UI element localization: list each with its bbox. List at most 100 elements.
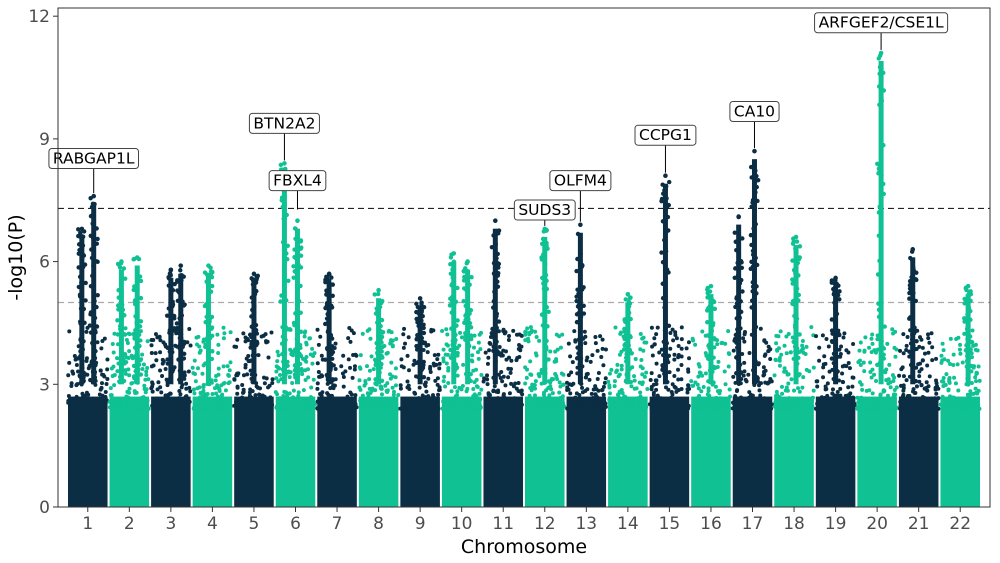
snp-point [135,404,140,409]
snp-point [288,370,293,375]
annotation-btn2a2: BTN2A2 [248,112,320,134]
snp-point [283,402,288,407]
snp-point [816,406,821,411]
snp-point [967,289,972,295]
snp-point [319,404,324,409]
snp-point [706,343,711,348]
snp-point [576,302,582,307]
snp-point [301,405,306,410]
snp-point [752,179,758,185]
snp-point [175,298,181,304]
snp-point [451,398,456,403]
snp-point [927,340,932,345]
snp-point [390,385,395,390]
snp-point [735,388,740,393]
snp-point [927,374,932,379]
snp-point [916,362,921,367]
snp-point [772,404,777,409]
snp-point [69,384,74,389]
snp-point [197,401,202,406]
snp-point [595,406,600,411]
snp-point [932,406,937,411]
snp-point [817,358,822,363]
snp-point [600,401,605,406]
snp-point [131,363,137,369]
snp-point [723,341,728,346]
snp-point [346,405,351,410]
snp-point [626,402,631,407]
snp-point [339,405,344,410]
snp-point [920,395,925,400]
snp-point [94,226,99,231]
snp-point [732,275,737,280]
snp-point [94,324,100,329]
snp-point [442,374,447,379]
snp-point [570,360,575,365]
snp-point [198,348,203,353]
snp-point [153,351,158,356]
snp-point [125,389,130,394]
snp-point [351,331,356,336]
snp-point [621,347,627,352]
snp-point [282,202,287,208]
snp-point [79,403,84,408]
snp-point [545,324,550,329]
snp-point [559,371,564,376]
snp-point [375,313,381,318]
snp-point [77,274,83,280]
snp-point [509,406,514,411]
snp-point [807,405,812,410]
snp-point [136,367,141,372]
chr-10-lead-snp [465,259,470,264]
snp-point [496,372,501,377]
snp-point [762,353,767,358]
snp-point [291,275,296,280]
x-tick-label: 11 [492,514,514,534]
snp-point [969,381,974,386]
snp-point [249,402,254,407]
snp-point [685,387,690,392]
snp-point [742,332,747,337]
snp-point [92,315,98,321]
snp-point [493,320,498,325]
snp-point [450,352,455,357]
snp-point [632,386,637,391]
snp-point [83,372,88,377]
plot-panel-border [57,7,991,508]
snp-point [301,388,306,393]
snp-point [929,331,934,336]
snp-point [401,345,406,350]
snp-point [877,204,882,209]
snp-point [119,325,124,330]
snp-point [441,356,446,361]
snp-point [253,322,259,328]
snp-point [525,406,530,411]
snp-point [893,329,898,334]
snp-point [92,328,98,333]
chr-15-lead-snp [663,173,668,178]
snp-point [421,322,426,327]
snp-point [664,267,670,272]
snp-point [912,402,917,407]
snp-point [654,378,659,383]
snp-point [544,243,549,248]
snp-point [741,373,746,378]
snp-point [533,406,538,411]
snp-point [668,402,673,407]
snp-point [756,362,761,367]
snp-point [223,388,228,393]
snp-point [649,406,654,411]
x-tick-label: 20 [866,514,888,534]
snp-point [917,374,922,379]
snp-point [476,356,481,361]
snp-point [310,361,315,366]
snp-point [348,339,353,344]
snp-point [800,405,805,410]
snp-point [892,345,897,350]
snp-point [968,334,973,339]
snp-point [761,373,766,378]
snp-point [506,337,511,342]
snp-point [279,341,285,346]
snp-point [133,379,138,385]
